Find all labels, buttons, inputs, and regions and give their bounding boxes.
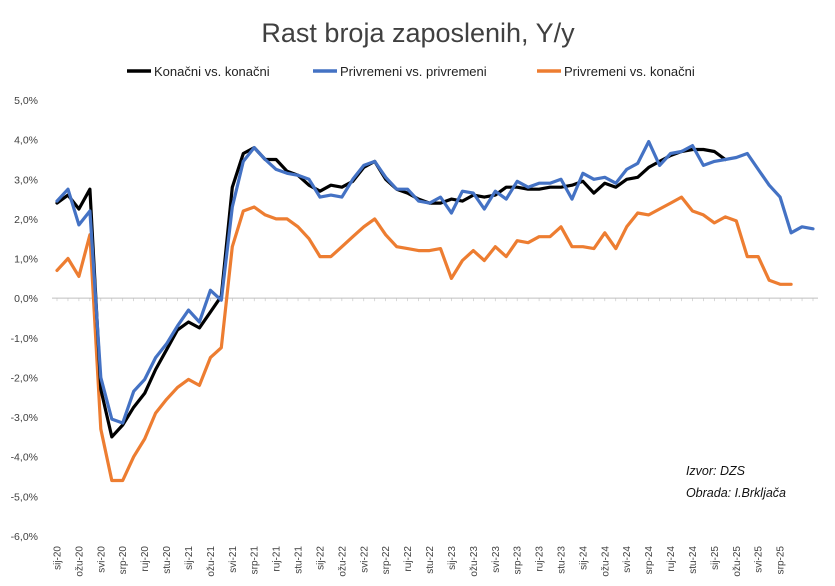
x-tick-label: ruj-21 — [272, 546, 283, 572]
legend-item-1: Konačni vs. konačni — [127, 64, 270, 79]
source-note: Izvor: DZS — [686, 464, 746, 478]
x-tick-label: ožu-24 — [600, 546, 611, 577]
legend-label: Privremeni vs. konačni — [564, 64, 695, 79]
y-tick-label: -3,0% — [11, 412, 38, 424]
series-line-2 — [55, 140, 815, 425]
legend-item-2: Privremeni vs. privremeni — [313, 64, 487, 79]
x-tick-label: ruj-24 — [666, 546, 677, 572]
x-tick-label: svi-25 — [754, 546, 765, 573]
x-tick-label: sij-20 — [53, 546, 64, 570]
legend: Konačni vs. konačni Privremeni vs. privre… — [127, 64, 695, 79]
legend-label: Privremeni vs. privremeni — [340, 64, 487, 79]
x-tick-label: srp-25 — [776, 546, 787, 575]
y-tick-label: 2,0% — [14, 214, 38, 226]
x-tick-label: ožu-21 — [206, 546, 217, 577]
processing-note: Obrada: I.Brkljača — [686, 486, 786, 500]
x-tick-label: sij-25 — [710, 546, 721, 570]
x-tick-label: ožu-22 — [337, 546, 348, 577]
series-line-3 — [55, 195, 793, 483]
x-tick-label: svi-20 — [96, 546, 107, 573]
x-axis: sij-20 ožu-20 svi-20 srp-20 ruj-20 stu-20 sij-… — [52, 297, 818, 577]
x-tick-label: ruj-22 — [403, 546, 414, 572]
y-tick-label: -5,0% — [11, 491, 38, 503]
x-tick-label: stu-24 — [688, 546, 699, 574]
x-tick-label: ruj-20 — [140, 546, 151, 572]
y-tick-label: -1,0% — [11, 333, 38, 345]
x-tick-label: srp-20 — [118, 546, 129, 575]
x-tick-label: svi-22 — [359, 546, 370, 573]
legend-item-3: Privremeni vs. konačni — [537, 64, 695, 79]
x-tick-label: srp-22 — [381, 546, 392, 575]
x-tick-label: sij-21 — [184, 546, 195, 570]
series-line-1 — [55, 146, 727, 439]
x-tick-label: stu-20 — [162, 546, 173, 574]
y-tick-label: 4,0% — [14, 135, 38, 147]
y-axis: -6,0% -5,0% -4,0% -3,0% -2,0% -1,0% 0,0% 1,0% 2,… — [11, 95, 38, 543]
y-tick-label: 5,0% — [14, 95, 38, 107]
x-tick-label: ožu-20 — [74, 546, 85, 577]
x-tick-label: srp-23 — [513, 546, 524, 575]
x-tick-label: srp-21 — [250, 546, 261, 575]
x-tick-label: ožu-25 — [732, 546, 743, 577]
x-tick-label: srp-24 — [644, 546, 655, 575]
x-tick-label: stu-23 — [557, 546, 568, 574]
legend-label: Konačni vs. konačni — [154, 64, 270, 79]
y-tick-label: 0,0% — [14, 293, 38, 305]
y-tick-label: 1,0% — [14, 254, 38, 266]
series-lines — [55, 140, 815, 483]
chart-title: Rast broja zaposlenih, Y/y — [261, 18, 575, 48]
x-tick-label: ožu-23 — [469, 546, 480, 577]
x-tick-label: ruj-23 — [535, 546, 546, 572]
x-tick-label: sij-23 — [447, 546, 458, 570]
y-tick-label: -2,0% — [11, 372, 38, 384]
x-tick-label: sij-22 — [315, 546, 326, 570]
x-tick-label: stu-21 — [294, 546, 305, 574]
y-tick-label: -6,0% — [11, 531, 38, 543]
x-tick-label: svi-24 — [622, 546, 633, 573]
x-tick-label: stu-22 — [425, 546, 436, 574]
y-tick-label: -4,0% — [11, 452, 38, 464]
x-tick-label: svi-23 — [491, 546, 502, 573]
x-tick-label: sij-24 — [578, 546, 589, 570]
x-tick-label: svi-21 — [228, 546, 239, 573]
y-tick-label: 3,0% — [14, 174, 38, 186]
